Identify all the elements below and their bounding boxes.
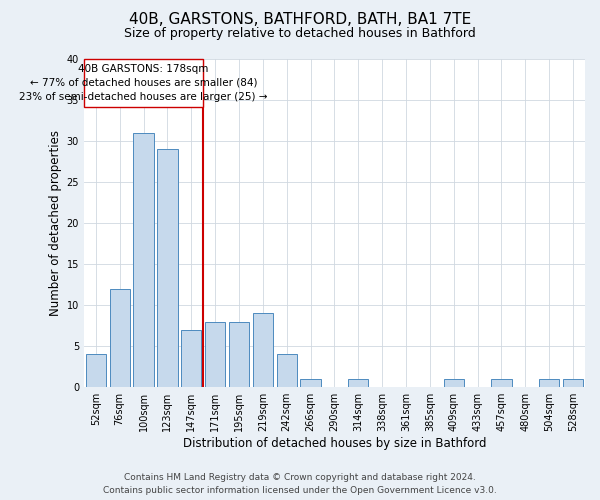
Text: Contains HM Land Registry data © Crown copyright and database right 2024.
Contai: Contains HM Land Registry data © Crown c… [103,474,497,495]
Bar [86,354,106,387]
Bar [205,322,225,387]
Bar [491,379,512,387]
Bar [301,379,321,387]
X-axis label: Distribution of detached houses by size in Bathford: Distribution of detached houses by size … [182,437,486,450]
Bar [110,288,130,387]
Bar [181,330,202,387]
Text: 40B GARSTONS: 178sqm
← 77% of detached houses are smaller (84)
23% of semi-detac: 40B GARSTONS: 178sqm ← 77% of detached h… [19,64,268,102]
Bar [277,354,297,387]
Bar [348,379,368,387]
Bar [563,379,583,387]
Text: Size of property relative to detached houses in Bathford: Size of property relative to detached ho… [124,28,476,40]
Text: 40B, GARSTONS, BATHFORD, BATH, BA1 7TE: 40B, GARSTONS, BATHFORD, BATH, BA1 7TE [129,12,471,28]
Y-axis label: Number of detached properties: Number of detached properties [49,130,62,316]
Bar [253,314,273,387]
Bar [443,379,464,387]
Bar [539,379,559,387]
Bar [229,322,249,387]
Bar [157,150,178,387]
Bar [133,133,154,387]
FancyBboxPatch shape [84,59,203,106]
